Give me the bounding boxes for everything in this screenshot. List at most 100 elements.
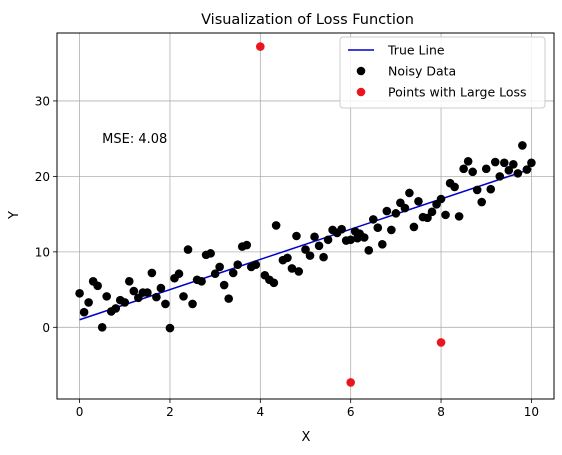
legend-marker-swatch — [356, 87, 366, 97]
noisy-data-point — [287, 264, 297, 273]
noisy-data-point — [423, 213, 432, 223]
noisy-data-point — [79, 307, 89, 317]
noisy-data-point — [242, 240, 252, 250]
noisy-data-point — [472, 185, 482, 195]
noisy-data-point — [271, 221, 281, 230]
legend-label: Noisy Data — [388, 64, 456, 79]
noisy-data-point — [490, 157, 500, 167]
noisy-data-point — [323, 235, 333, 245]
noisy-data-point — [111, 304, 121, 313]
legend-items: True Line Noisy Data Points with Large Los… — [348, 43, 527, 100]
noisy-data-point — [228, 268, 238, 278]
x-tick-label: 0 — [76, 405, 84, 419]
y-tick-label: 0 — [42, 321, 50, 335]
noisy-data-point — [468, 167, 477, 177]
y-tick-label: 10 — [35, 245, 50, 259]
noisy-data-point — [509, 160, 518, 169]
axes-frame — [56, 32, 555, 400]
noisy-data-point — [219, 280, 229, 290]
noisy-data-point — [450, 182, 459, 192]
noisy-data-point — [147, 268, 157, 278]
noisy-data-point — [400, 203, 410, 213]
noisy-data-point — [102, 292, 111, 301]
noisy-data-point — [152, 292, 161, 302]
noisy-data-point — [165, 323, 175, 333]
axis-ticks: 0 2 4 6 8 10 0 10 20 30 — [35, 94, 539, 419]
noisy-data-point — [495, 172, 505, 181]
large-loss-point — [256, 42, 265, 51]
noisy-data-point — [206, 249, 215, 258]
noisy-data-point — [294, 267, 304, 276]
noisy-data-point — [409, 222, 419, 232]
noisy-data-point — [269, 278, 279, 288]
true-line — [79, 168, 532, 321]
noisy-data-point — [441, 210, 450, 220]
noisy-data-point — [373, 223, 383, 232]
noisy-data-point — [405, 188, 414, 198]
x-tick-label: 4 — [256, 405, 264, 419]
noisy-data-point — [500, 158, 509, 168]
y-tick-label: 30 — [35, 94, 50, 108]
noisy-data-point — [513, 169, 523, 178]
noisy-data-point — [120, 298, 130, 307]
noisy-data-point — [305, 251, 315, 260]
noisy-data-point — [359, 233, 369, 242]
noisy-data-point — [224, 294, 233, 303]
noisy-data-point — [233, 260, 243, 269]
noisy-data-point — [179, 292, 188, 301]
noisy-data-point — [93, 281, 102, 291]
noisy-data-point — [368, 215, 378, 224]
chart-legend: True Line Noisy Data Points with Large Los… — [339, 36, 546, 109]
noisy-data-point — [310, 232, 319, 242]
chart-title: Visualization of Loss Function — [201, 12, 414, 28]
noisy-data-point — [522, 165, 532, 174]
noisy-data-point — [463, 156, 473, 166]
large-loss-point — [436, 338, 446, 347]
noisy-data-point — [197, 276, 206, 286]
noisy-data-point — [215, 262, 224, 272]
noisy-data-point — [382, 206, 392, 216]
noisy-data-point — [124, 276, 134, 286]
legend-marker-swatch — [356, 66, 366, 76]
noisy-data-point — [283, 253, 292, 263]
noisy-data-point — [301, 245, 310, 254]
legend-label: True Line — [387, 43, 445, 58]
noisy-data-point — [319, 252, 328, 262]
noisy-data-point — [346, 235, 355, 245]
noisy-data-point — [427, 207, 437, 217]
y-axis-label: Y — [7, 211, 22, 220]
noisy-data-point — [84, 298, 93, 307]
noisy-data-point — [391, 209, 401, 218]
noisy-data-point — [481, 164, 491, 174]
noisy-data-point — [436, 194, 446, 204]
noisy-data-point — [183, 245, 193, 254]
noisy-data-point — [454, 212, 464, 221]
noisy-data-point — [378, 239, 387, 249]
y-tick-label: 20 — [35, 170, 50, 184]
noisy-data-point — [129, 286, 139, 296]
x-tick-label: 10 — [524, 405, 539, 419]
noisy-data-point — [174, 269, 184, 279]
x-tick-label: 6 — [347, 405, 355, 419]
noisy-data-point — [143, 288, 152, 297]
noisy-data-point — [518, 141, 527, 150]
noisy-data-point — [188, 299, 197, 309]
mse-annotation: MSE: 4.08 — [102, 132, 167, 147]
plot-area — [75, 42, 536, 387]
noisy-data-point — [97, 323, 107, 332]
large-loss-point — [346, 378, 355, 387]
x-tick-label: 2 — [166, 405, 174, 419]
noisy-data-point — [156, 283, 166, 293]
x-tick-label: 8 — [437, 405, 445, 419]
noisy-data-point — [459, 164, 468, 174]
noisy-data-point — [314, 241, 324, 251]
noisy-data-point — [477, 197, 487, 207]
x-axis-label: X — [302, 430, 311, 445]
noisy-data-point — [75, 289, 84, 298]
legend-box — [339, 36, 546, 109]
noisy-data-point — [337, 224, 346, 234]
noisy-data-point — [527, 158, 536, 168]
noisy-data-point — [210, 269, 220, 279]
noisy-data-point — [292, 231, 301, 241]
